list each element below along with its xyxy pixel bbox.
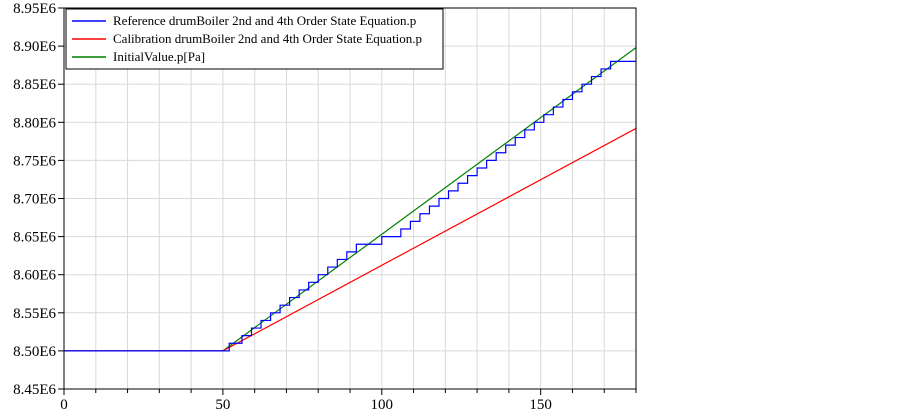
plot-series [64, 47, 637, 352]
x-tick-label: 100 [371, 397, 394, 411]
x-tick-label: 50 [215, 397, 230, 411]
y-tick-label: 8.80E6 [13, 115, 56, 131]
series-line-1 [64, 60, 636, 352]
y-tick-label: 8.60E6 [13, 268, 56, 284]
legend-label-3: InitialValue.p[Pa] [113, 49, 205, 64]
y-tick-label: 8.50E6 [13, 344, 56, 360]
legend-label-2: Calibration drumBoiler 2nd and 4th Order… [113, 31, 422, 46]
y-tick-label: 8.70E6 [13, 192, 56, 208]
y-tick-label: 8.90E6 [13, 39, 56, 55]
y-tick-label: 8.65E6 [13, 230, 56, 246]
y-tick-label: 8.95E6 [13, 1, 56, 17]
y-tick-label: 8.45E6 [13, 382, 56, 398]
legend-label-1: Reference drumBoiler 2nd and 4th Order S… [113, 13, 416, 28]
x-tick-label: 0 [60, 397, 68, 411]
legend-box [65, 8, 444, 70]
y-tick-label: 8.85E6 [13, 77, 56, 93]
x-tick-label: 150 [529, 397, 552, 411]
legend: Reference drumBoiler 2nd and 4th Order S… [65, 8, 444, 70]
axes: 0 50 100 150 8.45E6 8.50E6 8.55E6 8.60E6 8.65E6 8… [13, 1, 637, 411]
y-tick-label: 8.55E6 [13, 306, 56, 322]
y-tick-label: 8.75E6 [13, 153, 56, 169]
